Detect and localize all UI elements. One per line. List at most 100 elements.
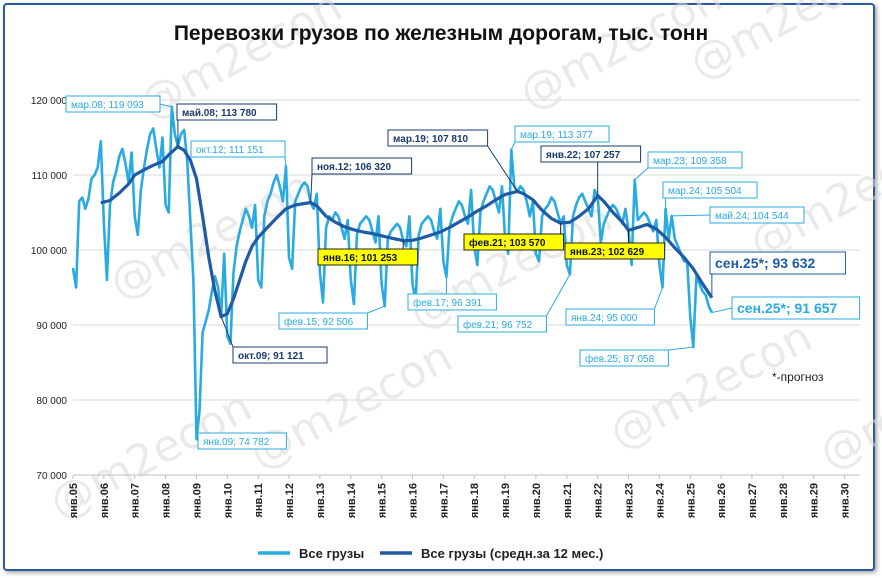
x-tick-label-1: янв.06 (99, 483, 111, 518)
x-tick-label-8: янв.13 (315, 483, 327, 518)
x-tick-label-11: янв.16 (407, 483, 419, 518)
annotation-0: мар.08; 119 093 (65, 95, 172, 113)
annotation-leader-20 (220, 316, 234, 348)
watermark-9: @m2econ (811, 331, 882, 480)
annotation-label-15: фев.15; 92 506 (284, 316, 354, 328)
annotation-label-13: сен.25*; 93 632 (715, 255, 816, 271)
annotation-leader-14 (711, 307, 733, 314)
x-tick-label-16: янв.21 (562, 483, 574, 518)
y-tick-label-4: 110 000 (32, 171, 68, 182)
annotation-label-19: фев.25; 87 058 (585, 353, 655, 365)
annotation-leader-5 (510, 141, 516, 150)
annotation-label-4: мар.19; 107 810 (393, 134, 469, 145)
annotation-leader-19 (668, 346, 694, 351)
y-tick-label-1: 80 000 (36, 396, 67, 407)
annotation-box-4 (387, 129, 489, 147)
x-tick-label-24: янв.29 (809, 483, 821, 518)
annotation-box-9 (709, 206, 805, 224)
annotation-11: фев.21; 103 570 (463, 223, 565, 251)
annotation-box-20 (232, 346, 328, 364)
annotation-7: мар.23; 109 358 (634, 151, 743, 181)
y-tick-label-5: 120 000 (31, 96, 68, 107)
annotation-label-10: янв.16; 101 253 (323, 253, 398, 264)
annotation-box-17 (457, 315, 547, 333)
annotation-label-12: янв.23; 102 629 (570, 247, 645, 258)
annotation-label-16: фев.17; 96 391 (413, 297, 483, 309)
annotation-label-1: май.08; 113 780 (182, 108, 257, 119)
annotation-13: сен.25*; 93 632 (709, 251, 846, 298)
x-tick-label-25: янв.30 (840, 483, 852, 518)
x-tick-label-3: янв.08 (161, 483, 173, 518)
annotation-3: ноя.12; 106 320 (310, 157, 413, 203)
x-tick-label-15: янв.20 (531, 483, 543, 518)
y-tick-label-0: 70 000 (36, 471, 67, 482)
annotation-leader-4 (487, 145, 518, 192)
annotation-label-0: мар.08; 119 093 (71, 100, 144, 111)
annotation-box-15 (278, 312, 368, 330)
annotation-box-8 (662, 181, 758, 199)
annotation-box-5 (514, 125, 610, 143)
annotation-12: янв.23; 102 629 (564, 230, 666, 260)
annotation-label-17: фев.21; 96 752 (463, 319, 533, 331)
annotation-box-19 (579, 349, 669, 367)
annotation-16: фев.17; 96 391 (407, 277, 497, 311)
series-line-1 (100, 145, 714, 319)
annotation-leader-3 (310, 173, 313, 203)
x-tick-label-12: янв.17 (438, 483, 450, 518)
annotation-2: окт.12; 111 151 (190, 140, 287, 167)
annotation-label-9: май.24; 104 544 (715, 211, 789, 222)
series-layer (71, 105, 714, 441)
x-tick-label-9: янв.14 (346, 482, 358, 518)
annotation-leader-7 (634, 167, 649, 181)
annotation-label-2: окт.12; 111 151 (196, 145, 264, 156)
annotation-leader-9 (671, 214, 711, 217)
annotation-box-7 (647, 151, 743, 169)
x-tick-label-10: янв.15 (377, 483, 389, 518)
x-tick-label-13: янв.18 (469, 483, 481, 518)
annotation-label-18: янв.24; 95 000 (571, 313, 638, 324)
annotation-box-0 (65, 95, 161, 113)
annotation-label-8: мар.24; 105 504 (668, 186, 742, 197)
annotation-6: янв.22; 107 257 (540, 145, 642, 196)
annotation-18: янв.24; 95 000 (565, 287, 663, 326)
annotation-label-14: сен.25*; 91 657 (737, 300, 838, 316)
annotation-label-20: окт.09; 91 121 (238, 351, 304, 362)
x-tick-label-17: янв.22 (593, 483, 605, 518)
annotation-label-3: ноя.12; 106 320 (317, 162, 391, 173)
annotation-label-6: янв.22; 107 257 (546, 150, 621, 161)
legend-label-all-cargo: Все грузы (299, 546, 364, 561)
annotation-5: мар.19; 113 377 (510, 125, 610, 150)
annotation-leader-18 (653, 287, 663, 310)
x-tick-label-5: янв.10 (222, 483, 234, 518)
annotation-19: фев.25; 87 058 (579, 346, 694, 367)
annotation-box-16 (407, 293, 497, 311)
y-axis: 70 000 80 000 90 000 100 000 110 000 120 000 (31, 96, 68, 482)
legend: Все грузы Все грузы (средн.за 12 мес.) (258, 546, 603, 561)
x-tick-label-18: янв.23 (624, 483, 636, 518)
x-tick-label-14: янв.19 (500, 483, 512, 518)
annotation-21: янв.09; 74 782 (196, 432, 287, 450)
x-axis: янв.05 янв.06 янв.07 янв.08 янв.09 янв.10 янв.… (68, 474, 860, 518)
forecast-note: *-прогноз (772, 370, 824, 384)
annotation-box-14 (731, 296, 861, 320)
annotation-label-11: фев.21; 103 570 (469, 237, 546, 249)
annotation-box-6 (540, 145, 642, 163)
y-tick-label-2: 90 000 (36, 321, 67, 332)
y-tick-label-3: 100 000 (31, 246, 68, 257)
x-tick-label-21: янв.26 (716, 483, 728, 518)
annotation-label-21: янв.09; 74 782 (203, 437, 270, 448)
annotation-box-12 (564, 242, 666, 260)
annotation-10: янв.16; 101 253 (317, 240, 419, 266)
annotation-1: май.08; 113 780 (176, 103, 278, 147)
annotation-box-18 (565, 308, 655, 326)
annotation-4: мар.19; 107 810 (387, 129, 518, 192)
annotation-box-1 (176, 103, 278, 121)
x-tick-label-19: янв.24 (654, 482, 666, 518)
legend-label-average: Все грузы (средн.за 12 мес.) (421, 546, 603, 561)
watermark-7: @m2econ (601, 311, 820, 460)
annotation-8: мар.24; 105 504 (662, 181, 758, 209)
x-tick-label-0: янв.05 (68, 483, 80, 518)
annotation-label-7: мар.23; 109 358 (653, 156, 727, 167)
x-tick-label-23: янв.28 (778, 483, 790, 518)
chart-title: Перевозки грузов по железным дорогам, ты… (174, 22, 708, 45)
